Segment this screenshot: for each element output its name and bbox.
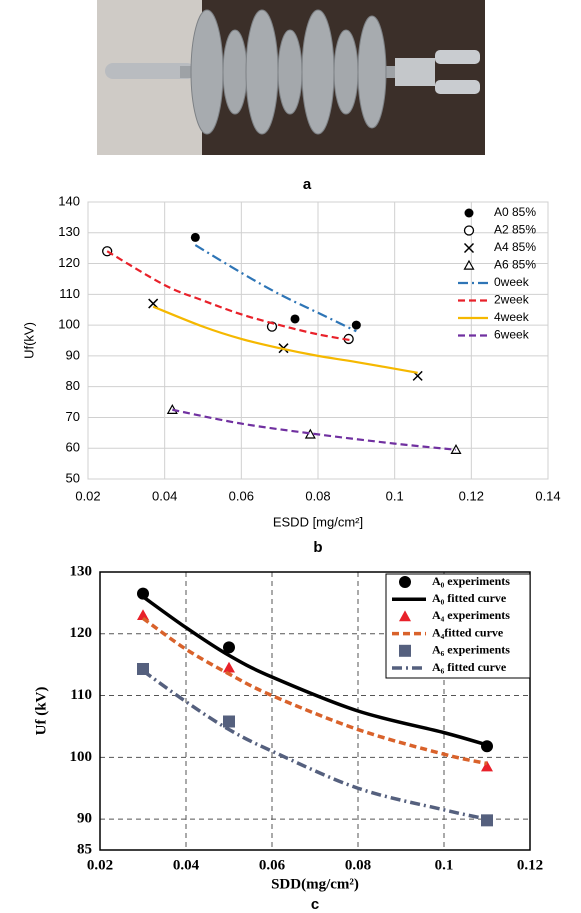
fitted-curve: [141, 669, 488, 821]
marker: [148, 298, 159, 309]
insulator-shed: [222, 29, 248, 115]
y-tick-label: 70: [66, 409, 80, 424]
legend-label: A6 85%: [494, 258, 536, 272]
marker: [137, 609, 149, 621]
panel-label: a: [303, 176, 312, 193]
legend-label: A₆ fitted curve: [432, 660, 507, 674]
marker: [137, 587, 149, 600]
panel-label: b: [313, 539, 322, 556]
y-tick-label: 130: [70, 563, 93, 579]
marker: [481, 814, 493, 827]
x-tick-label: 0.06: [229, 488, 254, 503]
fitted-curve: [141, 595, 488, 747]
y-tick-label: 90: [66, 347, 80, 362]
y-axis-label: Uf (kV): [33, 687, 49, 736]
legend-label: A₄ experiments: [432, 608, 510, 622]
y-tick-label: 50: [66, 470, 80, 485]
y-tick-label: 120: [70, 625, 93, 641]
insulator-shed: [301, 9, 335, 135]
photo: [97, 0, 485, 155]
x-tick-label: 0.06: [259, 857, 286, 873]
x-tick-label: 0.12: [517, 857, 543, 873]
legend-box: [385, 573, 531, 679]
y-tick-label: 90: [77, 811, 92, 827]
legend: A₀ experiments A₀ fitted curve A₄ experime…: [385, 573, 531, 679]
legend-label: A₀ experiments: [432, 574, 510, 588]
marker: [223, 641, 235, 654]
y-tick-label: 110: [70, 687, 92, 703]
y-axis-label: Uf(kV): [21, 322, 36, 359]
x-tick-label: 0.12: [459, 488, 484, 503]
x-tick-label: 0.04: [152, 488, 177, 503]
y-tick-label: 100: [70, 749, 93, 765]
x-tick-label: 0.08: [305, 488, 330, 503]
marker: [463, 259, 475, 270]
y-tick-label: 60: [66, 440, 80, 455]
x-tick-label: 0.08: [345, 857, 371, 873]
marker: [190, 232, 200, 242]
fitted-curve: [106, 250, 353, 342]
marker: [463, 225, 475, 236]
clevis: [435, 80, 480, 94]
x-tick-label: 0.02: [75, 488, 100, 503]
marker: [481, 760, 493, 772]
x-tick-label: 0.1: [435, 857, 454, 873]
y-tick-label: 110: [59, 286, 80, 301]
x-tick-label: 0.04: [173, 857, 200, 873]
legend-label: A2 85%: [494, 223, 536, 237]
y-tick-label: 80: [66, 378, 80, 393]
fitted-curve: [194, 244, 357, 333]
marker: [351, 320, 361, 330]
marker: [223, 661, 235, 673]
fitted-curve: [141, 616, 488, 766]
y-tick-label: 140: [58, 193, 80, 208]
marker: [399, 644, 411, 657]
legend-label: A₄fitted curve: [432, 625, 504, 639]
legend-label: A₆ experiments: [432, 643, 510, 657]
legend-label: 2week: [494, 293, 530, 307]
x-axis-label: SDD(mg/cm²): [271, 876, 359, 892]
y-tick-label: 100: [58, 317, 80, 332]
insulator-rod-end: [105, 63, 195, 79]
insulator-fitting: [395, 58, 435, 86]
plot-frame: [87, 201, 549, 480]
marker: [464, 208, 474, 218]
x-axis-label: ESDD [mg/cm²]: [273, 514, 363, 529]
clevis: [435, 50, 480, 64]
marker: [399, 610, 411, 622]
legend-label: 0week: [494, 275, 530, 289]
y-tick-label: 120: [58, 255, 80, 270]
insulator-shed: [333, 29, 359, 115]
x-tick-label: 0.02: [87, 857, 113, 873]
legend-label: A₀ fitted curve: [432, 591, 507, 605]
insulator-shed: [277, 29, 303, 115]
insulator-shed: [245, 9, 279, 135]
x-tick-label: 0.1: [386, 488, 404, 503]
legend-label: 6week: [494, 328, 530, 342]
fitted-curve: [152, 305, 418, 374]
chart: 85 90 100 110 120 130 0.02 0.04 0.06 0.08 0.1 0.12 S…: [33, 563, 543, 913]
legend-label: A0 85%: [494, 205, 536, 219]
insulator-shed: [190, 9, 224, 135]
fitted-curve: [172, 408, 457, 451]
legend-label: A4 85%: [494, 240, 536, 254]
marker: [223, 715, 235, 728]
legend: A0 85% A2 85% A4 85% A6 85% 0week 2week 4week 6…: [458, 205, 536, 342]
marker: [463, 242, 475, 254]
insulator-shed: [357, 15, 387, 129]
marker: [290, 314, 300, 324]
plot-frame: [99, 571, 531, 851]
chart: 50 60 70 80 90 100 110 120 130 140 0.02 0.04 0.06 0.0…: [21, 193, 560, 556]
panel-label: c: [311, 896, 319, 913]
y-tick-label: 130: [58, 224, 80, 239]
y-tick-label: 85: [77, 841, 92, 857]
legend-label: 4week: [494, 310, 530, 324]
marker: [399, 576, 411, 588]
x-tick-label: 0.14: [535, 488, 560, 503]
